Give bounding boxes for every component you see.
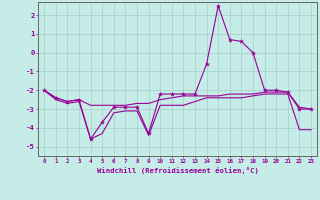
X-axis label: Windchill (Refroidissement éolien,°C): Windchill (Refroidissement éolien,°C) xyxy=(97,167,259,174)
